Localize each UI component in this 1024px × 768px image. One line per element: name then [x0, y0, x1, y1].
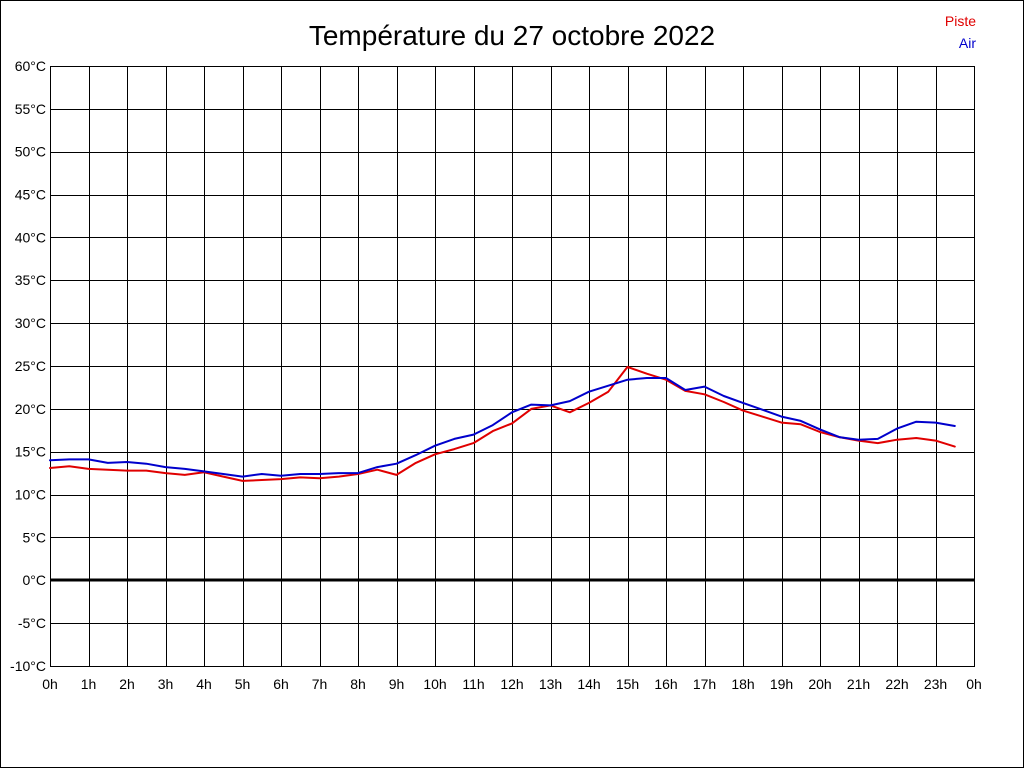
- x-tick-label: 8h: [350, 676, 366, 692]
- y-tick-label: 25°C: [15, 358, 46, 374]
- y-tick-label: 30°C: [15, 315, 46, 331]
- y-tick-label: -5°C: [18, 615, 46, 631]
- y-tick-label: 15°C: [15, 444, 46, 460]
- x-tick-label: 10h: [423, 676, 446, 692]
- y-tick-label: 10°C: [15, 486, 46, 502]
- legend-item-air: Air: [958, 35, 976, 51]
- y-tick-label: 0°C: [23, 572, 47, 588]
- legend-item-piste: Piste: [944, 13, 976, 29]
- series-lines: [49, 365, 956, 482]
- x-tick-label: 22h: [885, 676, 908, 692]
- x-tick-label: 0h: [966, 676, 982, 692]
- grid: [50, 66, 975, 667]
- y-tick-label: 45°C: [15, 186, 46, 202]
- x-tick-label: 20h: [808, 676, 831, 692]
- x-tick-label: 18h: [731, 676, 754, 692]
- x-tick-label: 17h: [693, 676, 716, 692]
- legend: Piste Air: [945, 10, 976, 54]
- plot-area-border: [50, 66, 975, 667]
- x-axis-labels: 0h 1h 2h 3h 4h 5h 6h 7h 8h 9h 10h 11h 12h 13h 14h 15h 16…: [42, 676, 982, 692]
- x-tick-label: 4h: [196, 676, 212, 692]
- x-tick-label: 6h: [273, 676, 289, 692]
- x-tick-label: 5h: [235, 676, 251, 692]
- x-tick-label: 9h: [389, 676, 405, 692]
- x-tick-label: 12h: [500, 676, 523, 692]
- y-tick-label: 35°C: [15, 272, 46, 288]
- y-tick-label: 40°C: [15, 229, 46, 245]
- y-tick-label: -10°C: [10, 658, 46, 674]
- x-tick-label: 1h: [81, 676, 97, 692]
- x-tick-label: 2h: [119, 676, 135, 692]
- chart-title: Température du 27 octobre 2022: [308, 20, 716, 51]
- y-tick-label: 5°C: [23, 529, 47, 545]
- x-tick-label: 16h: [654, 676, 677, 692]
- series-line-air: [49, 377, 956, 478]
- x-tick-label: 3h: [158, 676, 174, 692]
- y-axis-labels: 60°C 55°C 50°C 45°C 40°C 35°C 30°C 25°C 20°C 15°C…: [10, 58, 46, 674]
- x-tick-label: 13h: [539, 676, 562, 692]
- x-tick-label: 14h: [577, 676, 600, 692]
- x-tick-label: 11h: [462, 676, 484, 692]
- x-tick-label: 0h: [42, 676, 58, 692]
- y-tick-label: 50°C: [15, 144, 46, 160]
- x-tick-label: 7h: [312, 676, 328, 692]
- x-tick-label: 23h: [924, 676, 947, 692]
- y-tick-label: 60°C: [15, 58, 46, 74]
- x-tick-label: 19h: [770, 676, 793, 692]
- series-line-piste: [49, 365, 956, 482]
- x-tick-label: 15h: [616, 676, 639, 692]
- x-tick-label: 21h: [847, 676, 870, 692]
- y-tick-label: 55°C: [15, 101, 46, 117]
- y-tick-label: 20°C: [15, 401, 46, 417]
